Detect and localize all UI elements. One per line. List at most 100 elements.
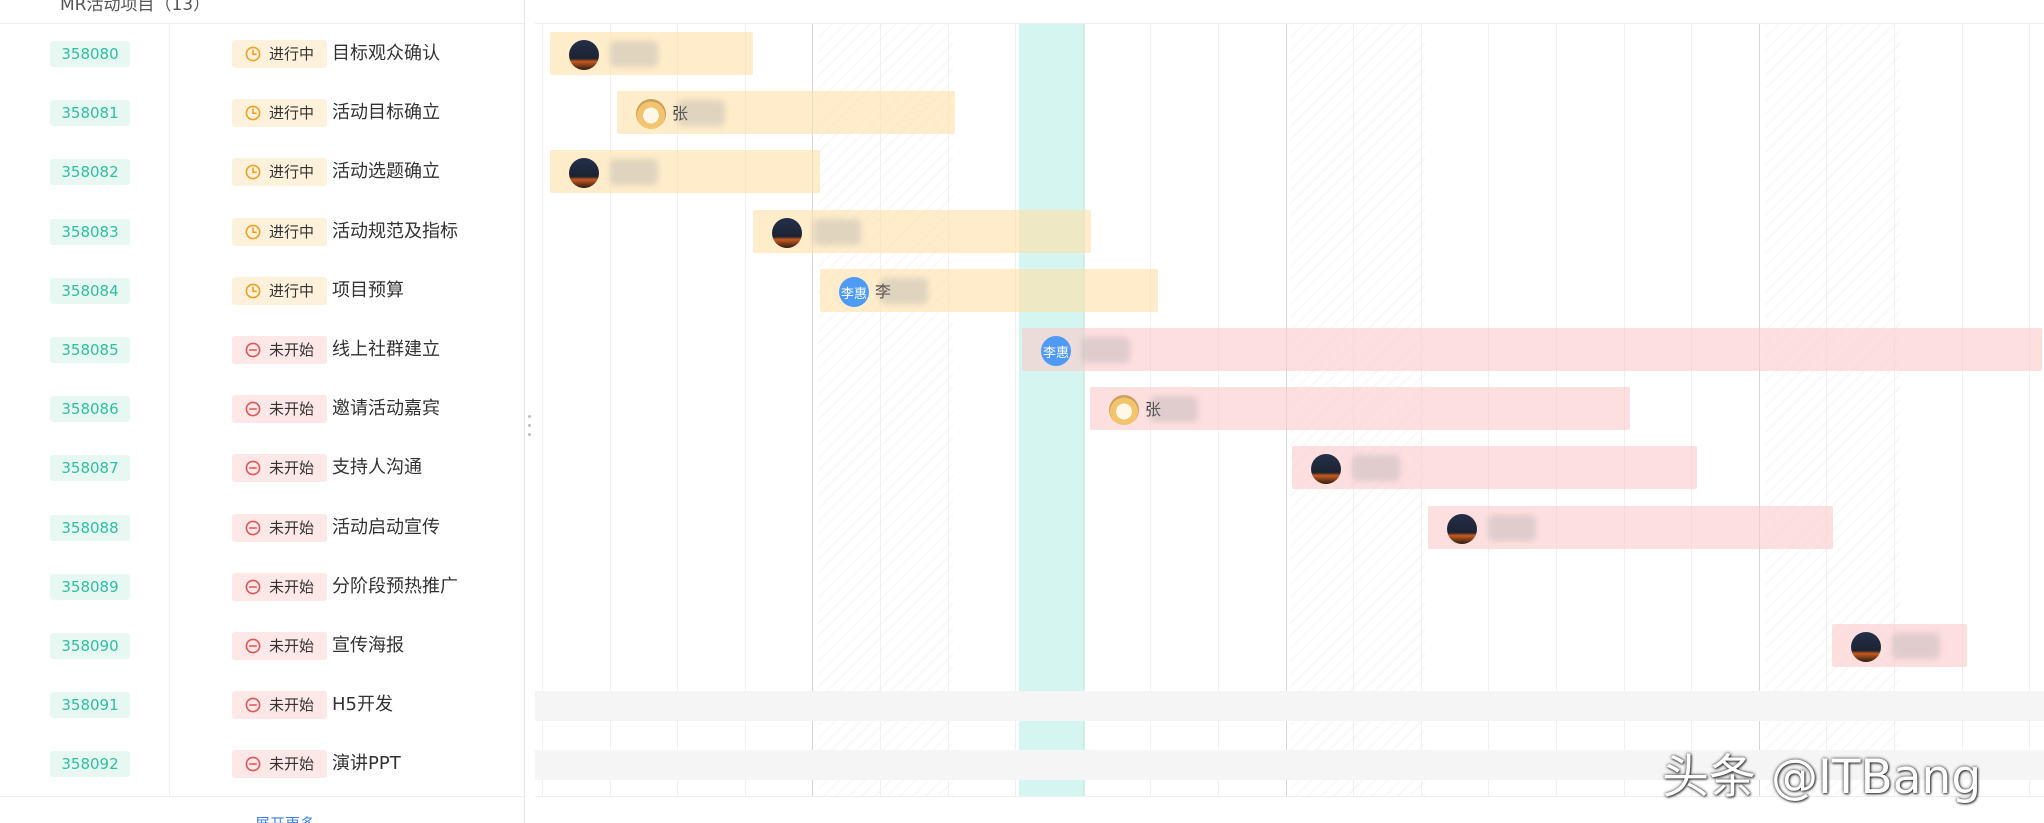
task-id-badge[interactable]: 358084 <box>50 277 130 304</box>
table-row[interactable]: 358092 未开始 演讲PPT <box>0 734 524 793</box>
task-id-badge[interactable]: 358081 <box>50 100 130 127</box>
gantt-task-bar[interactable]: 张 <box>1090 387 1630 430</box>
grid-line <box>2029 24 2030 796</box>
task-name[interactable]: 邀请活动嘉宾 <box>332 398 440 420</box>
task-id-badge[interactable]: 358092 <box>50 751 130 778</box>
grid-line <box>1015 24 1016 796</box>
assignee-avatar: 李惠 <box>839 277 869 307</box>
gantt-task-bar[interactable] <box>550 150 820 193</box>
table-row[interactable]: 358087 未开始 支持人沟通 <box>0 438 524 497</box>
task-id-badge[interactable]: 358082 <box>50 159 130 186</box>
task-status-label: 未开始 <box>269 341 315 359</box>
redacted-name <box>813 219 861 245</box>
task-id-badge[interactable]: 358091 <box>50 692 130 719</box>
minus-circle-icon <box>245 342 261 358</box>
assignee-name: 张 <box>1145 400 1162 419</box>
task-id-badge[interactable]: 358085 <box>50 337 130 363</box>
task-status-badge[interactable]: 未开始 <box>232 750 327 779</box>
grid-line <box>812 24 813 796</box>
task-name[interactable]: 线上社群建立 <box>332 339 440 360</box>
table-row[interactable]: 358091 未开始 H5开发 <box>0 675 524 734</box>
task-status-badge[interactable]: 未开始 <box>232 395 327 424</box>
task-status-badge[interactable]: 进行中 <box>232 217 327 246</box>
table-row[interactable]: 358081 进行中 活动目标确立 <box>0 83 524 142</box>
task-status-badge[interactable]: 未开始 <box>232 336 327 364</box>
assignee-avatar <box>1851 632 1881 662</box>
assignee-avatar <box>569 158 599 188</box>
table-row[interactable]: 358090 未开始 宣传海报 <box>0 616 524 675</box>
today-highlight <box>1019 24 1085 796</box>
gantt-task-bar[interactable] <box>550 32 753 75</box>
table-row[interactable]: 358088 未开始 活动启动宣传 <box>0 498 524 557</box>
task-status-badge[interactable]: 未开始 <box>232 632 327 660</box>
assignee-avatar: 李惠 <box>1041 336 1071 366</box>
grid-line <box>1962 24 1963 796</box>
table-row[interactable]: 358080 进行中 目标观众确认 <box>0 24 524 83</box>
task-name[interactable]: 活动目标确立 <box>332 102 440 124</box>
gantt-task-bar[interactable] <box>1832 624 1967 667</box>
minus-circle-icon <box>245 520 261 535</box>
gantt-task-bar[interactable] <box>1292 446 1697 489</box>
grid-line <box>1759 24 1760 796</box>
task-name[interactable]: 活动选题确立 <box>332 161 440 183</box>
task-status-badge[interactable]: 未开始 <box>232 572 327 601</box>
task-name[interactable]: 分阶段预热推广 <box>332 575 458 597</box>
assignee-avatar <box>1311 454 1341 484</box>
task-status-badge[interactable]: 未开始 <box>232 513 327 542</box>
gantt-task-bar[interactable] <box>753 210 1091 253</box>
grid-line <box>948 24 949 796</box>
task-name[interactable]: 项目预算 <box>332 279 404 301</box>
task-status-badge[interactable]: 未开始 <box>232 691 327 720</box>
clock-icon <box>245 164 261 180</box>
table-row[interactable]: 358085 未开始 线上社群建立 <box>0 320 524 379</box>
grid-line <box>677 24 678 796</box>
task-status-label: 进行中 <box>269 163 315 182</box>
task-table: MR活动项目（13） 358080 进行中 目标观众确认 358081 进行中 活动目标确… <box>0 0 525 823</box>
task-id-badge[interactable]: 358089 <box>50 573 130 600</box>
clock-icon <box>245 105 261 121</box>
table-row[interactable]: 358083 进行中 活动规范及指标 <box>0 202 524 261</box>
task-status-label: 未开始 <box>269 400 315 419</box>
table-row[interactable]: 358086 未开始 邀请活动嘉宾 <box>0 379 524 438</box>
task-status-badge[interactable]: 未开始 <box>232 454 327 483</box>
grid-line <box>1083 24 1084 796</box>
task-id-badge[interactable]: 358083 <box>50 218 130 245</box>
task-status-label: 进行中 <box>269 222 315 241</box>
grid-line <box>880 24 881 796</box>
task-name[interactable]: 宣传海报 <box>332 635 404 656</box>
assignee-avatar <box>1109 395 1139 425</box>
show-more-link[interactable]: 展开更多 <box>255 813 315 823</box>
task-id-badge[interactable]: 358090 <box>50 633 130 659</box>
task-status-badge[interactable]: 进行中 <box>232 158 327 187</box>
assignee-avatar <box>1447 514 1477 544</box>
task-name[interactable]: H5开发 <box>332 694 393 716</box>
task-status-badge[interactable]: 进行中 <box>232 276 327 305</box>
minus-circle-icon <box>245 401 261 417</box>
task-name[interactable]: 支持人沟通 <box>332 457 422 479</box>
task-id-badge[interactable]: 358080 <box>50 41 130 67</box>
splitter-dot <box>528 415 531 418</box>
task-status-badge[interactable]: 进行中 <box>232 40 327 68</box>
task-id-badge[interactable]: 358088 <box>50 514 130 541</box>
redacted-name <box>1352 455 1400 481</box>
task-name[interactable]: 演讲PPT <box>332 753 401 775</box>
gantt-task-bar[interactable]: 李惠 <box>1022 328 2042 371</box>
assignee-avatar <box>772 218 802 248</box>
task-id-badge[interactable]: 358086 <box>50 396 130 423</box>
task-status-badge[interactable]: 进行中 <box>232 99 327 128</box>
task-name[interactable]: 活动启动宣传 <box>332 516 440 538</box>
gantt-task-bar[interactable]: 李惠李 <box>820 269 1158 312</box>
task-name[interactable]: 活动规范及指标 <box>332 220 458 242</box>
task-id-badge[interactable]: 358087 <box>50 455 130 482</box>
panel-splitter[interactable] <box>525 0 535 823</box>
gantt-task-bar[interactable]: 张 <box>617 91 955 134</box>
table-row[interactable]: 358082 进行中 活动选题确立 <box>0 142 524 201</box>
task-name[interactable]: 目标观众确认 <box>332 43 440 64</box>
table-row[interactable]: 358084 进行中 项目预算 <box>0 261 524 320</box>
group-header[interactable]: MR活动项目（13） <box>0 0 525 24</box>
assignee-name: 李 <box>875 282 892 301</box>
gantt-task-bar[interactable] <box>1428 506 1833 549</box>
watermark: 头条 @ITBang <box>1662 750 1982 805</box>
table-row[interactable]: 358089 未开始 分阶段预热推广 <box>0 557 524 616</box>
